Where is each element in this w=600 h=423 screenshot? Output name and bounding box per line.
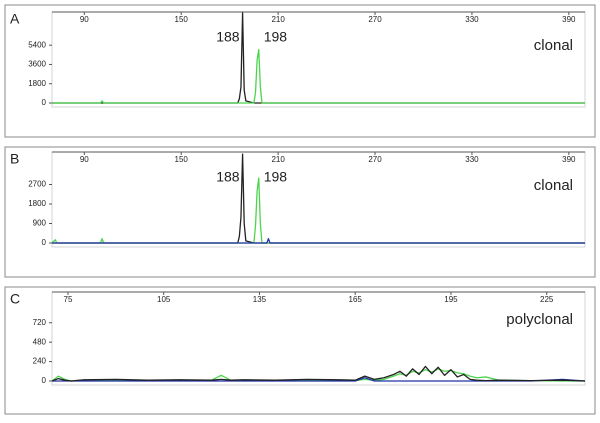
x-tick-label: 225 [540, 295, 554, 304]
panel-label: A [10, 11, 20, 27]
x-tick-label: 210 [271, 155, 285, 164]
plot-area [51, 11, 586, 108]
y-tick-label: 240 [33, 357, 47, 366]
x-tick-label: 105 [157, 295, 171, 304]
x-tick-label: 390 [562, 15, 576, 24]
peak-label: 188 [216, 169, 240, 185]
y-tick-label: 480 [33, 337, 47, 346]
y-tick-label: 720 [33, 318, 47, 327]
y-tick-label: 1800 [28, 79, 46, 88]
x-tick-label: 210 [271, 15, 285, 24]
peak-label: 198 [264, 29, 288, 45]
y-tick-label: 2700 [28, 180, 46, 189]
y-tick-label: 1800 [28, 199, 46, 208]
x-tick-label: 75 [64, 295, 73, 304]
plot-area [51, 291, 586, 386]
y-tick-label: 0 [42, 238, 47, 247]
trace [52, 48, 585, 104]
y-tick-label: 0 [42, 376, 47, 385]
x-tick-label: 270 [368, 155, 382, 164]
trace [52, 377, 586, 382]
peak-label: 198 [264, 169, 288, 185]
trace [52, 153, 585, 244]
trace [52, 238, 585, 244]
x-tick-label: 195 [444, 295, 458, 304]
annotation: clonal [534, 37, 573, 54]
y-tick-label: 5400 [28, 40, 46, 49]
x-tick-label: 330 [465, 155, 479, 164]
panel-label: B [10, 151, 19, 167]
annotation: clonal [534, 177, 573, 194]
x-tick-label: 150 [175, 155, 189, 164]
trace [52, 12, 585, 104]
x-tick-label: 135 [253, 295, 267, 304]
y-tick-label: 900 [33, 219, 47, 228]
peak-label: 188 [216, 29, 240, 45]
x-tick-label: 90 [80, 15, 89, 24]
panel-frame [4, 286, 596, 415]
y-tick-label: 3600 [28, 60, 46, 69]
x-tick-label: 150 [175, 15, 189, 24]
y-tick-label: 0 [42, 98, 47, 107]
x-tick-label: 270 [368, 15, 382, 24]
trace [51, 365, 586, 382]
trace [51, 177, 585, 244]
x-tick-label: 165 [349, 295, 363, 304]
annotation: polyclonal [506, 311, 573, 328]
x-tick-label: 330 [465, 15, 479, 24]
panel-label: C [10, 291, 20, 307]
plot-area [51, 151, 586, 248]
panel-frame [4, 4, 596, 138]
x-tick-label: 390 [562, 155, 576, 164]
panel-frame [4, 146, 596, 278]
x-tick-label: 90 [80, 155, 89, 164]
